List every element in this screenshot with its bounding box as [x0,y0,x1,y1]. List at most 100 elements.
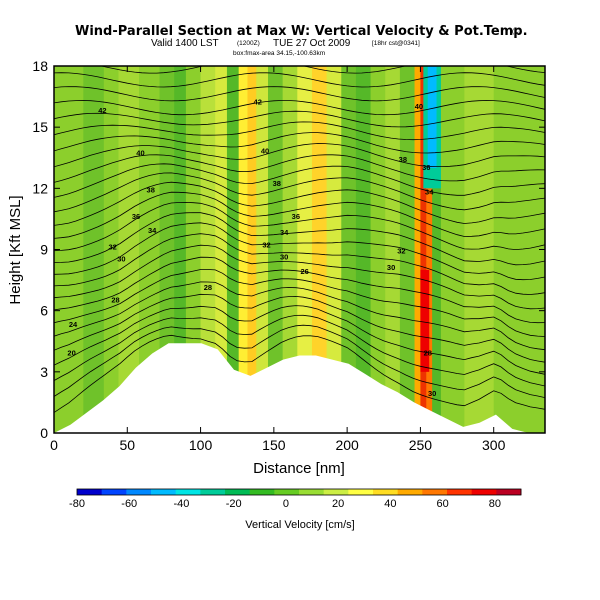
theta-contour [54,191,545,239]
colorbar-swatch [249,489,275,495]
contour-label: 36 [422,163,430,172]
theta-contour [54,201,545,252]
x-tick-label: 300 [482,437,506,453]
field-band [118,66,140,433]
x-axis: 0 50 100 150 200 250 300 [50,66,506,453]
theta-contour [54,143,545,168]
subtitle-date: TUE 27 Oct 2009 [273,38,351,49]
theta-contour [54,172,545,213]
theta-contour [54,269,545,337]
subtitle-time: (1200Z) [237,40,260,47]
colorbar-swatch [496,489,522,495]
colorbar-tick-label: 20 [332,498,344,510]
colorbar-swatch [126,489,152,495]
contour-label: 28 [111,295,119,304]
contour-label: 20 [67,348,75,357]
contour-label: 34 [148,226,157,235]
chart-title-mark: (C) [512,28,521,35]
theta-contour [54,233,545,295]
colorbar-swatch [175,489,201,495]
field-band [238,66,248,433]
field-band [427,66,437,168]
field-band [464,66,495,433]
theta-contour [54,121,545,141]
field-band [385,66,401,433]
field-band [267,66,284,433]
colorbar-swatch [200,489,226,495]
contour-labels: 4240383634323028242042403836343230282640… [67,98,436,399]
contour-label: 28 [204,283,212,292]
theta-contour [99,66,545,74]
colorbar-swatch [447,489,473,495]
colorbar-tick-label: -20 [226,498,242,510]
colorbar-swatch [274,489,300,495]
field-band [326,66,342,433]
field-band [200,66,216,433]
field-band [103,66,119,433]
theta-contour [54,181,545,226]
field-band [159,66,175,433]
field-band [355,66,372,433]
contour-label: 30 [428,389,436,398]
field-band [420,66,427,433]
y-tick-label: 18 [32,58,48,74]
colorbar-swatch [397,489,423,495]
theta-contour [54,324,545,398]
contour-label: 40 [415,102,423,111]
x-tick-label: 150 [262,437,286,453]
chart-title: Wind-Parallel Section at Max W: Vertical… [75,24,528,39]
theta-contour [54,212,545,266]
colorbar-tick-label: 60 [437,498,449,510]
contour-label: 42 [98,106,106,115]
field-band [282,66,298,433]
contour-label: 30 [117,255,125,264]
colorbar-swatch [422,489,448,495]
y-tick-label: 6 [40,303,48,319]
field-band [426,66,433,433]
theta-contour [54,110,545,128]
y-tick-label: 9 [40,242,48,258]
terrain-mask [54,343,545,433]
info-line: box:fmax-area 34.15,-100.63km [233,50,325,57]
colorbar-frame [76,488,522,496]
colorbar-label: Vertical Velocity [cm/s] [245,519,354,531]
field-band [174,66,187,433]
colorbar-tick-label: -80 [69,498,85,510]
contour-label: 32 [262,240,270,249]
colorbar-tick-label: 80 [489,498,501,510]
contour-label: 24 [69,320,78,329]
theta-contour [54,100,545,116]
field-band [256,66,269,433]
field-band [139,66,161,433]
colorbar-tick-label: 0 [283,498,289,510]
contour-label: 32 [108,242,116,251]
theta-contour [54,281,545,351]
contour-label: 36 [132,212,140,221]
x-tick-label: 200 [335,437,359,453]
colorbar-swatch [151,489,177,495]
theta-contour [54,222,545,281]
x-tick-label: 0 [50,437,58,453]
y-tick-label: 15 [32,119,48,135]
contour-label: 40 [136,149,144,158]
colorbar-swatch [348,489,374,495]
theta-contour [54,86,545,102]
velocity-field [54,66,545,433]
contour-label: 42 [254,98,262,107]
contour-label: 34 [425,187,434,196]
x-tick-label: 50 [119,437,135,453]
subtitle-main: Valid 1400 LST [151,38,219,49]
field-band [311,66,328,433]
colorbar-tick-label: -60 [121,498,137,510]
colorbar-swatch [471,489,497,495]
contour-label: 34 [280,228,289,237]
field-band [247,66,257,433]
contour-label: 30 [280,253,288,262]
contour-label: 38 [147,185,155,194]
contour-label: 38 [399,155,407,164]
field-band [420,269,430,372]
field-band [226,66,240,433]
field-band [83,66,105,433]
